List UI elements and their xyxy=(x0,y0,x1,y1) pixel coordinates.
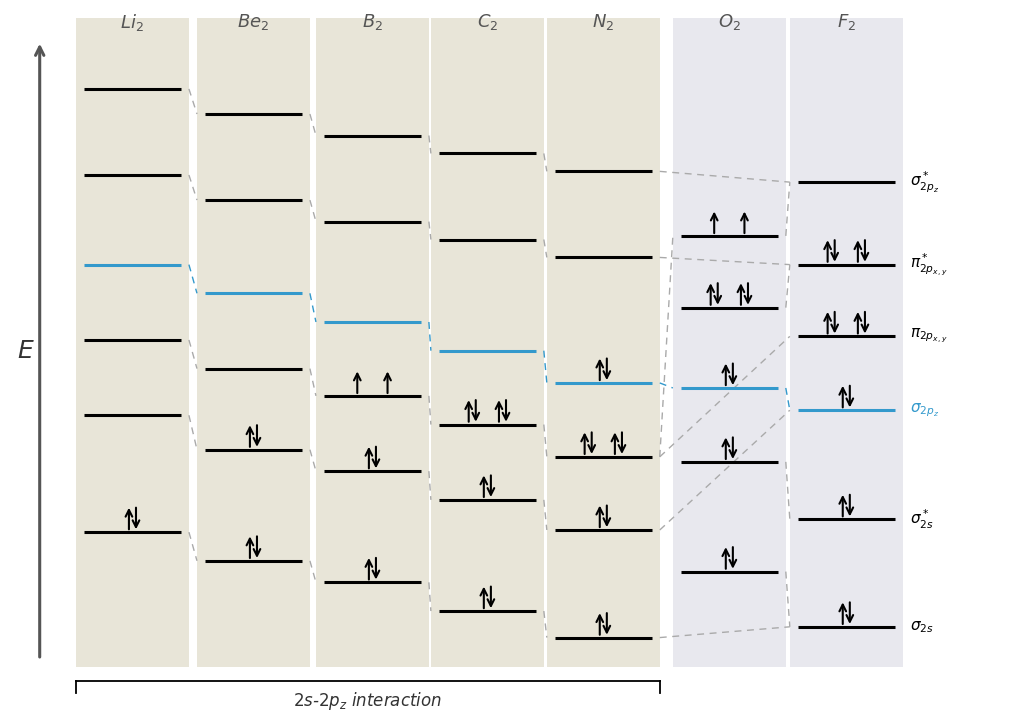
Text: $\sigma_{2s}$: $\sigma_{2s}$ xyxy=(910,619,933,634)
Text: $\sigma^*_{2s}$: $\sigma^*_{2s}$ xyxy=(910,508,933,531)
Bar xyxy=(316,18,429,667)
Text: B$_2$: B$_2$ xyxy=(362,12,383,32)
Text: $2s$-$2p_z$ interaction: $2s$-$2p_z$ interaction xyxy=(293,690,443,712)
Bar xyxy=(790,18,903,667)
Text: $\pi_{2p_{x,y}}$: $\pi_{2p_{x,y}}$ xyxy=(910,328,947,346)
Bar xyxy=(431,18,544,667)
Text: Be$_2$: Be$_2$ xyxy=(238,12,270,32)
Bar xyxy=(76,18,189,667)
Text: F$_2$: F$_2$ xyxy=(837,12,856,32)
Text: $\mathit{E}$: $\mathit{E}$ xyxy=(17,338,34,363)
Text: $\sigma_{2p_z}$: $\sigma_{2p_z}$ xyxy=(910,402,939,419)
Text: Li$_2$: Li$_2$ xyxy=(120,12,145,33)
Text: N$_2$: N$_2$ xyxy=(592,12,615,32)
Text: $\sigma^*_{2p_z}$: $\sigma^*_{2p_z}$ xyxy=(910,170,939,194)
Bar xyxy=(197,18,310,667)
Text: $\pi^*_{2p_{x,y}}$: $\pi^*_{2p_{x,y}}$ xyxy=(910,252,947,277)
Bar xyxy=(547,18,660,667)
Bar xyxy=(673,18,786,667)
Text: C$_2$: C$_2$ xyxy=(476,12,498,32)
Text: O$_2$: O$_2$ xyxy=(718,12,741,32)
